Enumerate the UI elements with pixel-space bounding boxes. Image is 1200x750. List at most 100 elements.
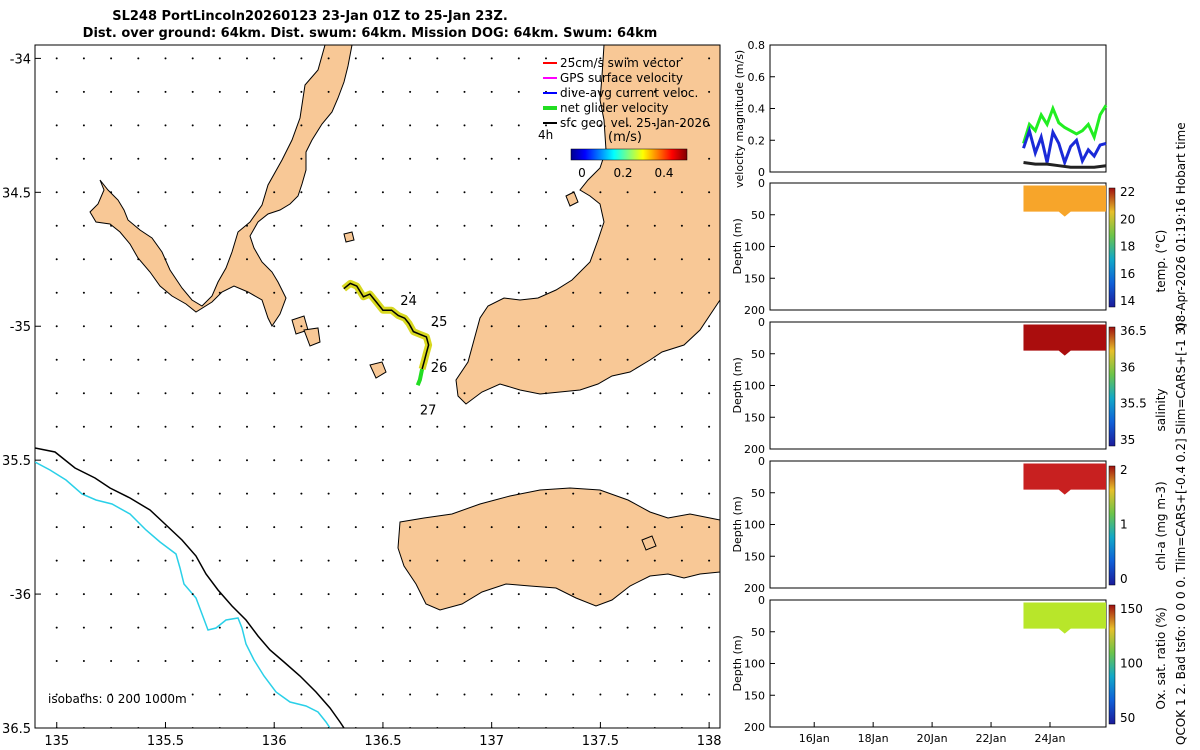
velocity-dot	[327, 693, 330, 696]
velocity-y-tick-label: 0.4	[748, 103, 766, 116]
velocity-dot	[82, 90, 85, 93]
velocity-dot	[55, 325, 58, 328]
velocity-dot	[82, 191, 85, 194]
velocity-dot	[436, 492, 439, 495]
velocity-series-line	[1023, 161, 1107, 169]
velocity-dot	[300, 727, 303, 728]
velocity-dot	[490, 660, 493, 662]
velocity-dot	[381, 258, 384, 261]
velocity-dot	[545, 325, 547, 328]
velocity-dot	[110, 191, 113, 194]
velocity-dot	[517, 124, 520, 127]
velocity-dot	[517, 224, 520, 227]
velocity-dot	[300, 593, 303, 596]
velocity-dot	[273, 492, 276, 495]
velocity-dot	[545, 626, 547, 629]
velocity-dot	[191, 325, 194, 328]
velocity-dot	[599, 358, 602, 361]
colorbar-label: chl-a (mg m-3)	[1154, 481, 1168, 570]
velocity-dot	[55, 258, 58, 261]
velocity-dot	[572, 124, 575, 127]
velocity-dot	[490, 626, 493, 629]
colorbar-tick-label: 2	[1120, 463, 1128, 477]
velocity-dot	[572, 459, 575, 462]
velocity-dot	[137, 626, 140, 629]
velocity-dot	[409, 157, 412, 160]
velocity-dot	[708, 325, 711, 328]
colorbar-label: salinity	[1154, 388, 1168, 431]
velocity-dot	[381, 593, 384, 596]
velocity-dot	[354, 559, 357, 562]
velocity-dot	[572, 526, 575, 529]
velocity-dot	[436, 425, 439, 428]
legend-label: dive-avg current veloc.	[560, 86, 698, 100]
depth-ylabel: Depth (m)	[731, 357, 744, 413]
velocity-dot	[246, 90, 248, 93]
velocity-dot	[164, 90, 167, 93]
velocity-dot	[191, 358, 194, 361]
velocity-dot	[246, 626, 248, 629]
velocity-dot	[354, 526, 357, 529]
velocity-dot	[708, 157, 711, 160]
velocity-dot	[545, 124, 547, 127]
velocity-dot	[381, 90, 384, 93]
velocity-dot	[110, 660, 113, 662]
velocity-dot	[463, 693, 466, 696]
velocity-dot	[490, 90, 493, 93]
depth-ylabel: Depth (m)	[731, 218, 744, 274]
velocity-dot	[708, 57, 711, 60]
velocity-dot	[599, 559, 602, 562]
velocity-dot	[191, 727, 194, 728]
velocity-dot	[409, 224, 412, 227]
velocity-dot	[246, 693, 248, 696]
velocity-dot	[653, 392, 656, 395]
velocity-dot	[82, 626, 85, 629]
velocity-dot	[436, 727, 439, 728]
velocity-dot	[572, 90, 575, 93]
velocity-dot	[653, 191, 656, 194]
velocity-dot	[517, 291, 520, 294]
velocity-dot	[110, 425, 113, 428]
velocity-dot	[653, 526, 656, 529]
velocity-dot	[273, 124, 276, 127]
velocity-dot	[218, 291, 221, 294]
velocity-panel: 0 0.2 0.4 0.6 0.8 velocity magnitude (m/s)	[733, 39, 1108, 188]
velocity-dot	[137, 559, 140, 562]
velocity-dot	[572, 425, 575, 428]
velocity-dot	[55, 191, 58, 194]
colorbar-tick-label: 50	[1120, 711, 1135, 725]
profile-colorbar	[1108, 465, 1116, 586]
velocity-dot	[354, 325, 357, 328]
velocity-dot	[55, 626, 58, 629]
velocity-dot	[354, 191, 357, 194]
velocity-dot	[327, 124, 330, 127]
velocity-dot	[409, 492, 412, 495]
velocity-dot	[82, 693, 85, 696]
profile-data-block	[1023, 324, 1106, 356]
velocity-dot	[110, 325, 113, 328]
velocity-dot	[381, 526, 384, 529]
velocity-dot	[436, 57, 439, 60]
velocity-dot	[409, 124, 412, 127]
velocity-dot	[218, 626, 221, 629]
velocity-dot	[680, 459, 683, 462]
colorbar-label: Ox. sat. ratio (%)	[1154, 607, 1168, 709]
velocity-dot	[545, 258, 547, 261]
velocity-dot	[246, 124, 248, 127]
velocity-dot	[218, 559, 221, 562]
velocity-dot	[218, 593, 221, 596]
depth-tick-label: 0	[758, 455, 765, 468]
land-island-small-3	[303, 327, 321, 347]
velocity-dot	[626, 727, 629, 728]
map-y-tick-label: -35	[10, 320, 31, 335]
map-y-tick-labels: -34 34.5 -35 35.5 -36 36.5	[2, 52, 41, 737]
velocity-dot	[164, 425, 167, 428]
velocity-dot	[191, 291, 194, 294]
colorbar-tick-label: 36	[1120, 360, 1135, 374]
colorbar-tick: 0.2	[613, 166, 632, 180]
velocity-dot	[327, 459, 330, 462]
velocity-dot	[164, 157, 167, 160]
velocity-dot	[164, 559, 167, 562]
velocity-dot	[599, 693, 602, 696]
